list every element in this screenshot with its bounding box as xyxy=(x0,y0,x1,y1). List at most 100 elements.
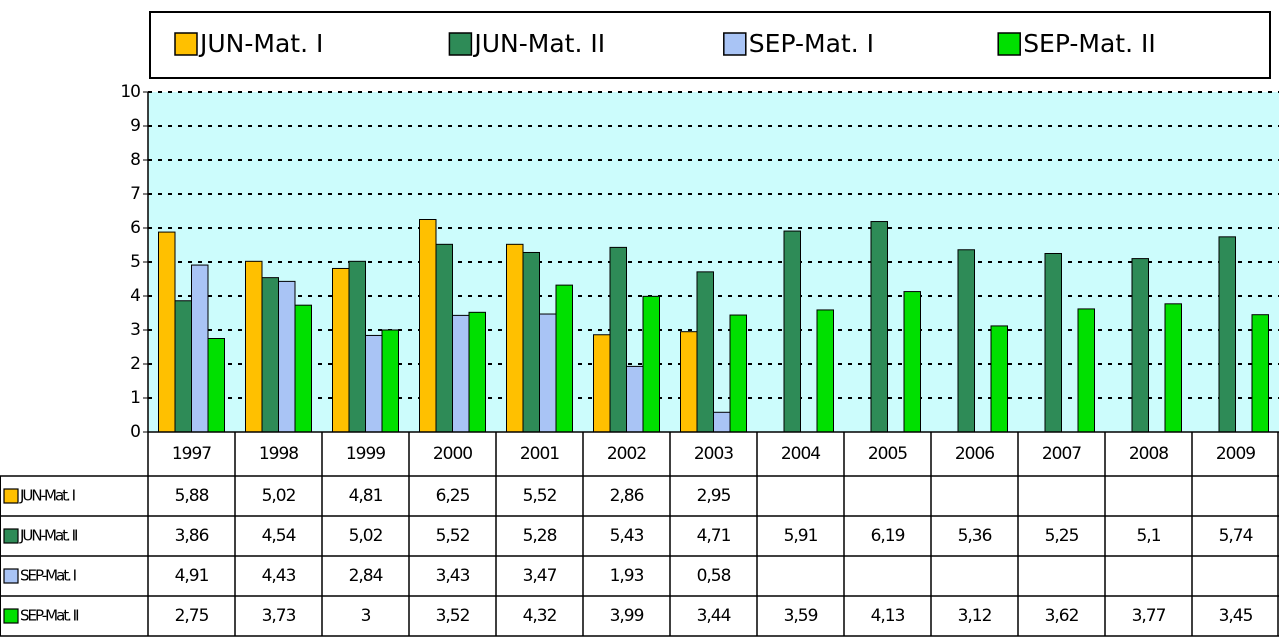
legend-swatch xyxy=(174,32,198,56)
table-cell: 4,32 xyxy=(523,606,557,626)
legend-swatch xyxy=(997,32,1021,56)
legend-label: JUN-Mat. II xyxy=(472,29,605,58)
y-tick-label: 4 xyxy=(130,286,140,306)
table-cell: 3,45 xyxy=(1219,606,1253,626)
bar xyxy=(278,280,296,433)
table-cell: 5,43 xyxy=(610,526,644,546)
y-tick-label: 0 xyxy=(130,422,140,442)
row-label: JUN-Mat. I xyxy=(19,487,75,505)
x-tick-label: 1998 xyxy=(259,444,298,464)
table-cell: 5,28 xyxy=(523,526,557,546)
bar xyxy=(348,260,366,433)
bar xyxy=(506,243,524,433)
y-tick-label: 1 xyxy=(130,388,140,408)
table-cell: 5,88 xyxy=(175,486,209,506)
table-cell: 5,52 xyxy=(436,526,470,546)
table-cell: 3,86 xyxy=(175,526,209,546)
bar xyxy=(419,219,437,433)
x-tick-label: 2000 xyxy=(433,444,472,464)
table-cell: 2,84 xyxy=(349,566,383,586)
bar xyxy=(245,260,263,433)
bar xyxy=(1131,258,1149,433)
bar xyxy=(435,243,453,433)
x-tick-label: 2006 xyxy=(955,444,994,464)
table-cell: 5,36 xyxy=(958,526,992,546)
bar xyxy=(870,221,888,433)
table-cell: 2,75 xyxy=(175,606,209,626)
bar xyxy=(539,313,557,433)
bar xyxy=(680,331,698,433)
legend-label: SEP-Mat. I xyxy=(749,29,874,58)
row-label: SEP-Mat. I xyxy=(20,567,76,585)
bar xyxy=(729,314,747,433)
y-tick-label: 7 xyxy=(130,184,140,204)
bar xyxy=(294,304,312,433)
legend-swatch xyxy=(723,32,747,56)
bar xyxy=(555,284,573,433)
table-cell: 3,47 xyxy=(523,566,557,586)
bar xyxy=(468,311,486,433)
bar xyxy=(626,365,644,433)
bar xyxy=(593,334,611,433)
y-tick-label: 6 xyxy=(130,218,140,238)
legend-box xyxy=(149,11,1271,79)
table-cell: 3,99 xyxy=(610,606,644,626)
table-cell: 5,74 xyxy=(1219,526,1253,546)
bar xyxy=(1218,236,1236,433)
table-cell: 4,81 xyxy=(349,486,383,506)
bar xyxy=(609,246,627,433)
table-cell: 4,91 xyxy=(175,566,209,586)
table-cell: 6,25 xyxy=(436,486,470,506)
x-tick-label: 2002 xyxy=(607,444,646,464)
bar xyxy=(783,230,801,433)
table-cell: 5,52 xyxy=(523,486,557,506)
y-tick-label: 3 xyxy=(130,320,140,340)
bar xyxy=(365,334,383,433)
y-tick-label: 10 xyxy=(120,82,140,102)
bar xyxy=(261,277,279,433)
table-cell: 3,77 xyxy=(1132,606,1166,626)
table-cell: 4,13 xyxy=(871,606,905,626)
bar xyxy=(207,338,225,433)
y-tick-label: 8 xyxy=(130,150,140,170)
y-tick-label: 2 xyxy=(130,354,140,374)
table-swatch xyxy=(3,528,19,544)
row-label: SEP-Mat. II xyxy=(20,607,78,625)
bar xyxy=(816,309,834,433)
x-tick-label: 1997 xyxy=(172,444,211,464)
bar xyxy=(381,329,399,433)
table-cell: 4,43 xyxy=(262,566,296,586)
table-cell: 0,58 xyxy=(697,566,731,586)
y-tick-label: 9 xyxy=(130,116,140,136)
table-cell: 5,02 xyxy=(349,526,383,546)
bar xyxy=(957,249,975,433)
x-tick-label: 2005 xyxy=(868,444,907,464)
table-cell: 3,43 xyxy=(436,566,470,586)
table-cell: 3,73 xyxy=(262,606,296,626)
table-cell: 3,12 xyxy=(958,606,992,626)
table-cell: 2,86 xyxy=(610,486,644,506)
x-tick-label: 2007 xyxy=(1042,444,1081,464)
bar xyxy=(642,295,660,433)
bar xyxy=(1077,308,1095,433)
bar xyxy=(174,300,192,433)
x-tick-label: 2004 xyxy=(781,444,820,464)
table-swatch xyxy=(3,568,19,584)
bar xyxy=(696,271,714,433)
x-tick-label: 2001 xyxy=(520,444,559,464)
row-label: JUN-Mat. II xyxy=(19,527,77,545)
table-cell: 4,54 xyxy=(262,526,296,546)
bar xyxy=(158,231,176,433)
y-tick-label: 5 xyxy=(130,252,140,272)
bar xyxy=(713,411,731,433)
table-cell: 5,1 xyxy=(1136,526,1160,546)
x-tick-label: 2009 xyxy=(1216,444,1255,464)
table-cell: 2,95 xyxy=(697,486,731,506)
bar xyxy=(1164,303,1182,433)
legend-swatch xyxy=(448,32,473,56)
table-cell: 1,93 xyxy=(610,566,644,586)
bar xyxy=(1251,314,1269,433)
x-tick-label: 1999 xyxy=(346,444,385,464)
table-cell: 4,71 xyxy=(697,526,731,546)
